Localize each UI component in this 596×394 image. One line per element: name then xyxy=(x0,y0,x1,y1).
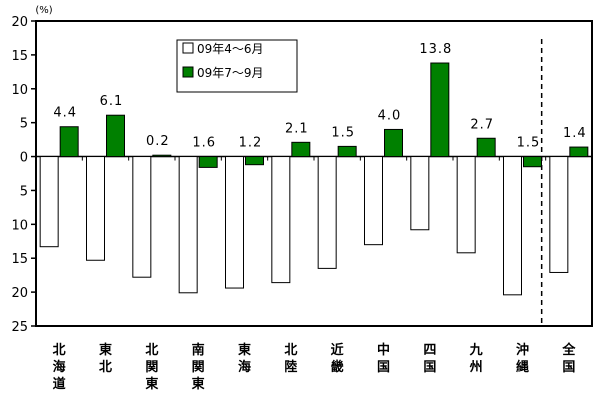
legend-swatch xyxy=(182,66,194,78)
category-label: 北陸 xyxy=(284,343,297,375)
data-label: 1.6 xyxy=(192,136,216,151)
category-label: 沖縄 xyxy=(516,342,529,375)
y-tick-label: 15 xyxy=(11,49,28,64)
data-label: 2.7 xyxy=(470,117,494,132)
bar-series2 xyxy=(569,146,589,158)
y-tick-label: 0 xyxy=(20,151,28,166)
data-label: 13.8 xyxy=(419,42,452,57)
y-tick-label: 15 xyxy=(11,252,28,267)
category-label: 四国 xyxy=(423,343,436,375)
bar-series2 xyxy=(106,114,125,158)
plot-area: 20 15 10 5 0 5 10 15 20 25 4.4 北海道 6.1 東北 0.2 北関東 1.6 南関東… xyxy=(11,15,593,392)
bar-series2 xyxy=(152,154,172,158)
bar-series1 xyxy=(271,156,291,284)
data-label: 1.5 xyxy=(331,125,355,140)
bar-series1 xyxy=(364,156,383,246)
category-label: 東海 xyxy=(238,342,251,375)
y-tick-label: 20 xyxy=(11,286,28,301)
data-label: 6.1 xyxy=(100,94,124,109)
y-tick-label: 10 xyxy=(11,83,28,98)
data-label: 1.4 xyxy=(563,126,587,141)
data-label: 2.1 xyxy=(285,121,309,136)
category-label: 中国 xyxy=(377,342,390,375)
legend-box xyxy=(176,39,298,93)
data-label: 1.5 xyxy=(517,136,541,151)
y-tick-label: 10 xyxy=(11,218,28,233)
category-label: 東北 xyxy=(99,342,112,375)
bar-series1 xyxy=(225,156,244,289)
category-label: 北海道 xyxy=(53,343,66,392)
bar-series1 xyxy=(549,156,569,273)
data-label: 4.0 xyxy=(378,108,402,123)
bar-series1 xyxy=(317,156,337,269)
data-label: 1.2 xyxy=(239,136,263,151)
bar-series1 xyxy=(410,156,430,231)
bar-series2 xyxy=(245,156,264,166)
bar-series1 xyxy=(86,156,105,261)
bar-series2 xyxy=(59,126,79,158)
legend-label: 09年4～6月 xyxy=(197,42,264,56)
data-label: 0.2 xyxy=(146,134,170,149)
bar-series2 xyxy=(523,156,542,168)
bar-series2 xyxy=(198,156,218,168)
bar-series1 xyxy=(178,156,198,294)
y-tick-label: 25 xyxy=(11,320,28,335)
plot-frame xyxy=(35,20,593,327)
bar-series2 xyxy=(384,128,403,158)
bar-series2 xyxy=(291,141,311,158)
y-tick-label: 5 xyxy=(20,184,28,199)
legend-label: 09年7～9月 xyxy=(197,66,264,80)
legend: 09年4～6月 09年7～9月 xyxy=(176,39,298,93)
unit-label: (%) xyxy=(35,5,52,16)
bar-series1 xyxy=(456,156,476,254)
bar-series1 xyxy=(503,156,522,296)
category-label: 九州 xyxy=(469,343,483,375)
data-label: 4.4 xyxy=(53,106,77,121)
y-tick-label: 5 xyxy=(20,117,28,132)
bar-series1 xyxy=(132,156,152,278)
bar-series2 xyxy=(337,145,357,158)
bar-series1 xyxy=(39,156,59,248)
category-label: 全国 xyxy=(561,342,576,375)
category-label: 近畿 xyxy=(331,342,344,375)
category-label: 北関東 xyxy=(145,343,158,392)
y-tick-label: 20 xyxy=(11,15,28,30)
category-label: 南関東 xyxy=(192,342,205,392)
legend-swatch xyxy=(182,42,194,54)
bar-series2 xyxy=(430,62,450,158)
bar-series2 xyxy=(476,137,496,158)
